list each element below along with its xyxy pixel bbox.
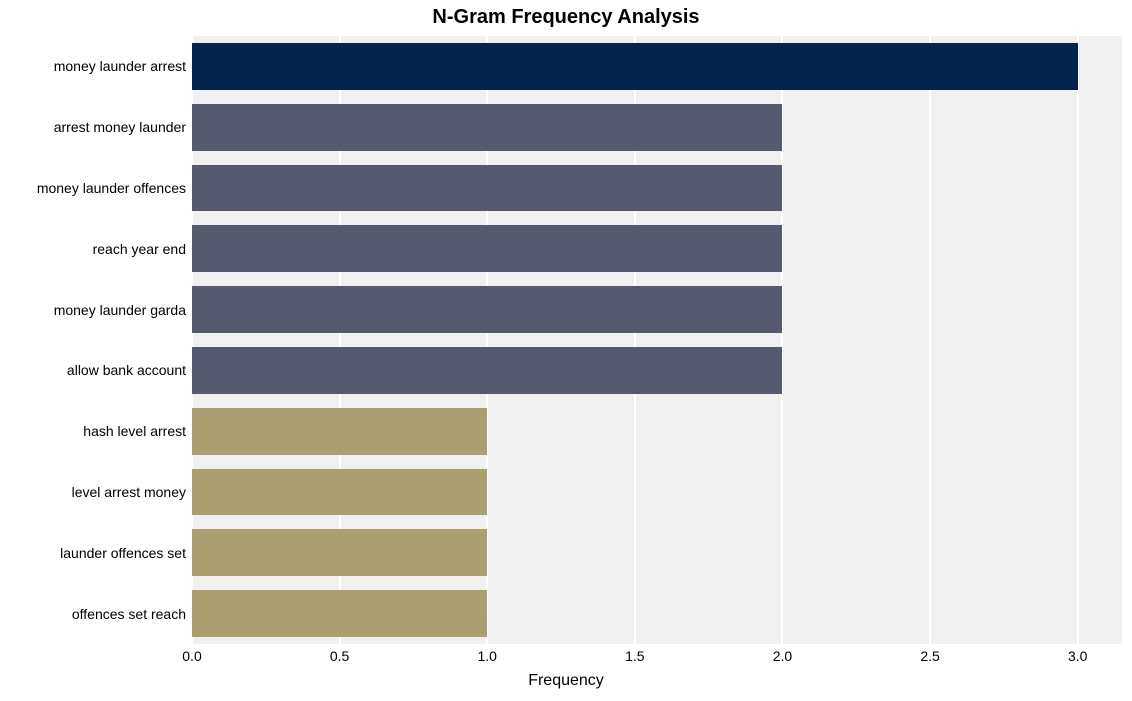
ngram-frequency-chart: N-Gram Frequency Analysis Frequency mone… [0, 0, 1132, 701]
bar [192, 43, 1078, 90]
y-tick-label: level arrest money [0, 485, 186, 499]
bar [192, 165, 782, 212]
chart-title: N-Gram Frequency Analysis [0, 6, 1132, 29]
plot-area [192, 36, 1122, 644]
bar [192, 529, 487, 576]
y-tick-label: money launder arrest [0, 59, 186, 73]
bar [192, 104, 782, 151]
y-tick-label: money launder offences [0, 181, 186, 195]
x-tick-label: 1.0 [478, 648, 497, 664]
x-tick-label: 0.0 [182, 648, 201, 664]
x-axis-label: Frequency [0, 672, 1132, 690]
bar [192, 590, 487, 637]
bar [192, 225, 782, 272]
y-tick-label: money launder garda [0, 303, 186, 317]
y-tick-label: allow bank account [0, 363, 186, 377]
y-tick-label: launder offences set [0, 546, 186, 560]
y-tick-label: reach year end [0, 242, 186, 256]
grid-line [929, 36, 931, 644]
bar [192, 347, 782, 394]
bar [192, 469, 487, 516]
bar [192, 408, 487, 455]
y-tick-label: arrest money launder [0, 120, 186, 134]
y-tick-label: offences set reach [0, 607, 186, 621]
x-tick-label: 1.5 [625, 648, 644, 664]
y-tick-label: hash level arrest [0, 424, 186, 438]
bar [192, 286, 782, 333]
x-tick-label: 0.5 [330, 648, 349, 664]
x-tick-label: 2.5 [920, 648, 939, 664]
grid-line [1077, 36, 1079, 644]
x-tick-label: 3.0 [1068, 648, 1087, 664]
x-tick-label: 2.0 [773, 648, 792, 664]
